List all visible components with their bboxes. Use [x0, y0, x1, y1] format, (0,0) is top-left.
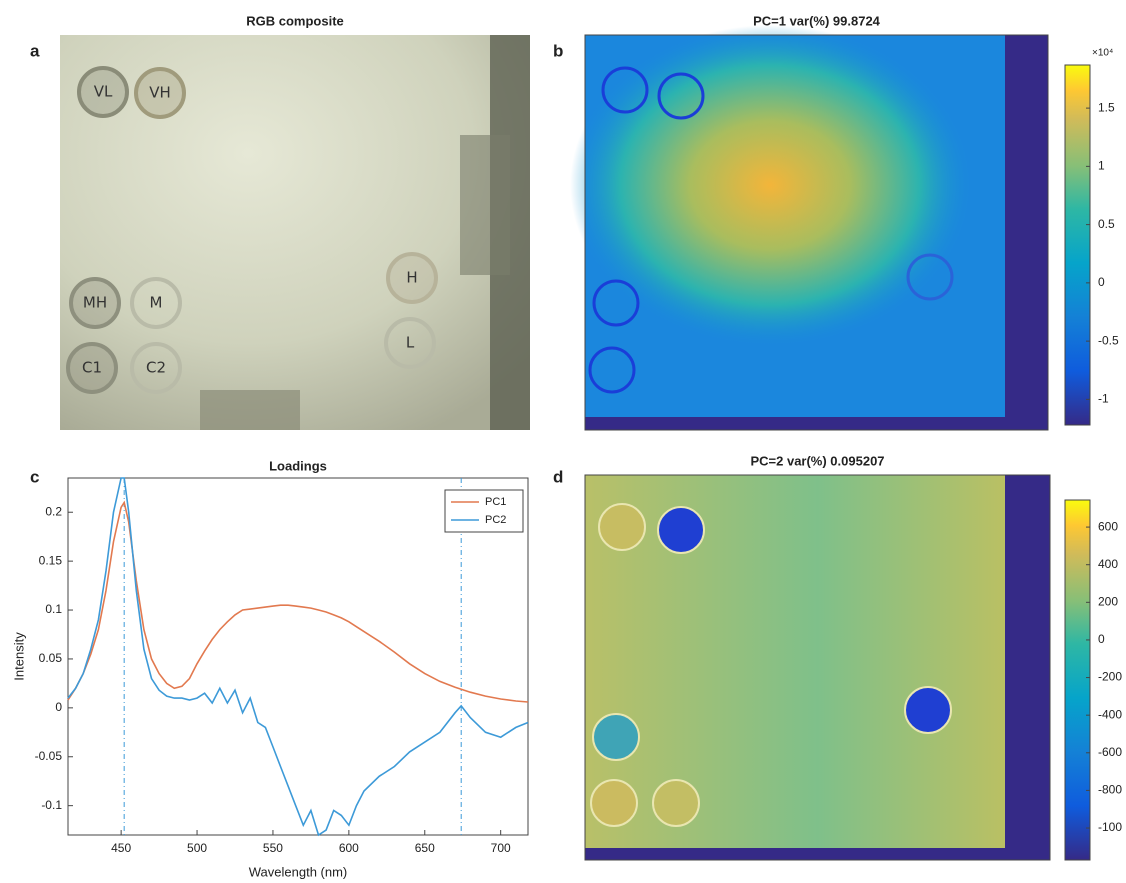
well-label: MH: [83, 294, 107, 312]
well-label: H: [406, 269, 417, 287]
map-frame: [584, 474, 1051, 861]
x-tick-label: 600: [339, 841, 359, 855]
map-mask: [1005, 475, 1050, 860]
y-tick-label: -0.05: [35, 749, 63, 763]
shadow-block: [460, 135, 510, 275]
legend: [444, 489, 524, 533]
y-tick-label: 0: [55, 700, 62, 714]
panel-title: Loadings: [269, 458, 327, 473]
sample-well: [384, 317, 436, 369]
well-label: VH: [149, 84, 171, 102]
well: [652, 779, 700, 827]
sample-well: [386, 252, 438, 304]
well-label: C2: [146, 359, 166, 377]
colorbar-tick-label: 600: [1098, 519, 1118, 533]
legend-label: PC1: [485, 496, 506, 508]
well-label: C1: [82, 359, 102, 377]
well-ring: [588, 346, 636, 394]
map-mask: [1005, 35, 1048, 430]
colorbar-tick-label: 200: [1098, 594, 1118, 608]
sample-well: [130, 277, 182, 329]
colorbar-tick-label: -100: [1098, 820, 1122, 834]
sample-well: [77, 66, 129, 118]
well-label: M: [150, 294, 163, 312]
colorbar: [1064, 499, 1091, 861]
shadow-bottom: [200, 390, 300, 430]
well: [904, 686, 952, 734]
series-line: [67, 500, 529, 703]
x-tick-label: 650: [415, 841, 435, 855]
sample-well: [69, 277, 121, 329]
panel-label: a: [30, 41, 40, 60]
well-label: VL: [94, 83, 113, 101]
well: [592, 713, 640, 761]
panel-label: d: [553, 467, 563, 486]
x-tick-label: 550: [263, 841, 283, 855]
x-tick-label: 700: [491, 841, 511, 855]
x-axis-label: Wavelength (nm): [249, 864, 348, 879]
legend-label: PC2: [485, 514, 506, 526]
colorbar-tick-label: 0: [1098, 632, 1105, 646]
map-blob: [570, 25, 970, 345]
colorbar: [1064, 64, 1091, 426]
sample-well: [134, 67, 186, 119]
colorbar-tick-label: 0.5: [1098, 217, 1115, 231]
panel-label: b: [553, 41, 563, 60]
y-axis-label: Intensity: [11, 632, 26, 681]
colorbar-tick-label: 1: [1098, 159, 1105, 173]
colorbar-multiplier: ×10⁴: [1092, 48, 1113, 59]
well: [590, 779, 638, 827]
panel-title: PC=1 var(%) 99.8724: [753, 13, 881, 28]
y-tick-label: 0.15: [39, 553, 63, 567]
colorbar-tick-label: -200: [1098, 670, 1122, 684]
colorbar-tick-label: 1.5: [1098, 100, 1115, 114]
well-label: L: [406, 334, 415, 352]
well: [657, 506, 705, 554]
colorbar-tick-label: -400: [1098, 707, 1122, 721]
well-ring: [906, 253, 954, 301]
map-mask: [585, 417, 1048, 430]
map-frame: [584, 34, 1049, 431]
colorbar-tick-label: -1: [1098, 392, 1109, 406]
well: [598, 503, 646, 551]
x-tick-label: 450: [111, 841, 131, 855]
y-tick-label: 0.1: [45, 602, 62, 616]
x-tick-label: 500: [187, 841, 207, 855]
panel-title: PC=2 var(%) 0.095207: [750, 453, 884, 468]
y-tick-label: 0.2: [45, 504, 62, 518]
colorbar-tick-label: 400: [1098, 557, 1118, 571]
well-ring: [601, 66, 649, 114]
colorbar-tick-label: -0.5: [1098, 333, 1119, 347]
y-tick-label: 0.05: [39, 651, 63, 665]
colorbar-tick-label: -800: [1098, 783, 1122, 797]
map-mask: [585, 848, 1050, 860]
sample-well: [66, 342, 118, 394]
well-ring: [657, 72, 705, 120]
plot-area: [67, 477, 529, 836]
sample-well: [130, 342, 182, 394]
well-ring: [592, 279, 640, 327]
colorbar-tick-label: 0: [1098, 275, 1105, 289]
panel-title: RGB composite: [246, 13, 344, 28]
panel-label: c: [30, 467, 39, 486]
y-tick-label: -0.1: [41, 798, 62, 812]
colorbar-tick-label: -600: [1098, 745, 1122, 759]
series-line: [67, 477, 529, 837]
